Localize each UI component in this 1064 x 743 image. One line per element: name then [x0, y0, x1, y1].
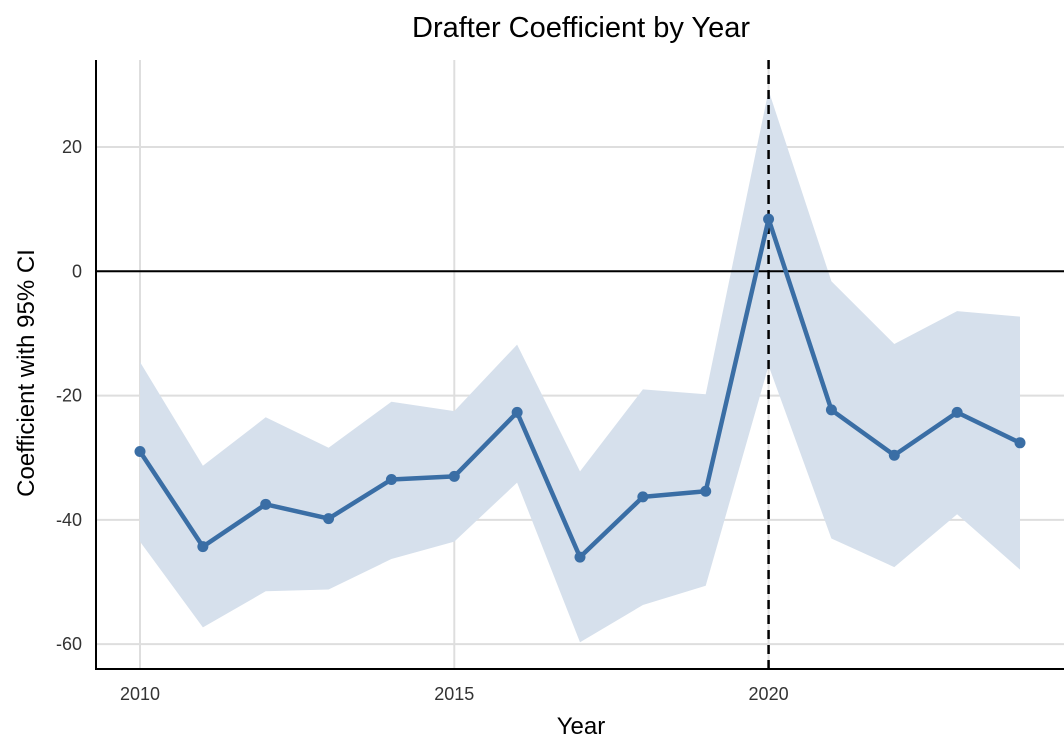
- data-point: [385, 473, 397, 485]
- y-axis-title: Coefficient with 95% CI: [13, 249, 40, 497]
- reference-lines: [96, 60, 1064, 669]
- series-layer: [134, 213, 1026, 563]
- y-tick-label: -40: [56, 510, 82, 530]
- data-point: [574, 551, 586, 563]
- x-axis-title: Year: [557, 713, 606, 740]
- data-point: [825, 404, 837, 416]
- axes: [95, 60, 1064, 670]
- data-point: [1014, 437, 1026, 449]
- confidence-band-layer: [140, 90, 1020, 643]
- data-point: [888, 449, 900, 461]
- data-point: [951, 406, 963, 418]
- data-point: [700, 485, 712, 497]
- data-point: [511, 406, 523, 418]
- x-tick-label: 2015: [434, 684, 474, 704]
- x-tick-label: 2020: [749, 684, 789, 704]
- y-tick-label: 0: [72, 261, 82, 281]
- data-point: [197, 541, 209, 553]
- chart-title: Drafter Coefficient by Year: [412, 12, 750, 44]
- data-point: [323, 513, 335, 525]
- data-point: [260, 498, 272, 510]
- data-point: [448, 470, 460, 482]
- y-tick-label: 20: [62, 137, 82, 157]
- y-tick-label: -20: [56, 386, 82, 406]
- data-point: [637, 491, 649, 503]
- data-point: [763, 213, 775, 225]
- x-tick-label: 2010: [120, 684, 160, 704]
- data-point: [134, 446, 146, 457]
- tick-labels: 2010 2015 2020 -60 -40 -20 0 20: [56, 137, 789, 704]
- confidence-band: [140, 90, 1020, 643]
- y-tick-label: -60: [56, 634, 82, 654]
